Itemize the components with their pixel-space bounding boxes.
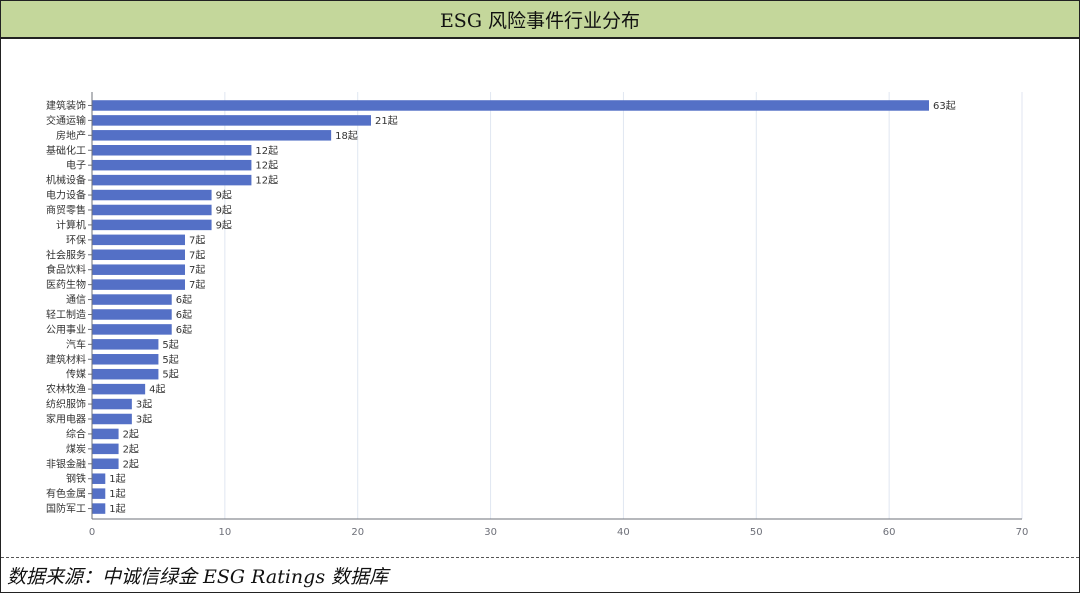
value-label: 2起 [123, 458, 139, 470]
data-source-note: 数据来源：中诚信绿金 ESG Ratings 数据库 [1, 557, 1079, 592]
category-label: 有色金属 [46, 487, 86, 500]
bar [92, 219, 212, 231]
value-label: 3起 [136, 399, 152, 411]
bar [92, 145, 252, 156]
bar [92, 413, 132, 425]
category-label: 房地产 [56, 129, 86, 142]
bar [92, 204, 212, 216]
x-tick-label: 40 [617, 527, 630, 538]
bar [92, 159, 252, 171]
bar [92, 309, 172, 320]
bar [92, 503, 106, 514]
bar [92, 443, 119, 455]
bar [92, 398, 132, 410]
value-label: 5起 [162, 354, 178, 366]
value-label: 1起 [109, 488, 125, 500]
category-label: 非银金融 [46, 457, 86, 470]
category-label: 纺织服饰 [46, 398, 86, 411]
bar [92, 100, 929, 111]
bar [92, 473, 106, 484]
category-label: 建筑装饰 [46, 99, 86, 112]
value-label: 3起 [136, 413, 152, 425]
category-label: 钢铁 [66, 472, 86, 485]
value-label: 12起 [255, 145, 278, 157]
category-label: 医药生物 [46, 278, 86, 291]
category-label: 汽车 [66, 338, 86, 351]
x-tick-label: 60 [883, 527, 896, 538]
value-label: 4起 [149, 384, 165, 396]
bar [92, 189, 212, 201]
category-label: 家用电器 [46, 412, 86, 425]
value-label: 12起 [255, 160, 278, 172]
category-label: 轻工制造 [46, 308, 86, 321]
value-label: 1起 [109, 503, 125, 515]
bar [92, 458, 119, 470]
category-label: 社会服务 [46, 248, 86, 261]
category-label: 综合 [66, 427, 86, 440]
value-label: 9起 [216, 190, 232, 202]
category-label: 商贸零售 [46, 203, 86, 216]
category-label: 食品饮料 [46, 263, 86, 276]
category-label: 传媒 [66, 369, 86, 381]
category-label: 农林牧渔 [46, 383, 86, 396]
bar [92, 339, 159, 350]
value-label: 7起 [189, 249, 205, 261]
category-label: 国防军工 [46, 502, 86, 515]
value-label: 9起 [216, 204, 232, 216]
bar [92, 279, 185, 290]
x-tick-label: 0 [89, 527, 95, 538]
value-label: 63起 [933, 100, 956, 112]
category-label: 公用事业 [46, 323, 86, 336]
bar [92, 383, 146, 395]
category-label: 交通运输 [46, 114, 86, 127]
value-label: 9起 [216, 219, 232, 231]
bar [92, 174, 252, 186]
bar [92, 294, 172, 305]
category-label: 计算机 [56, 218, 86, 231]
value-label: 6起 [176, 294, 192, 306]
bar [92, 115, 371, 126]
value-label: 2起 [123, 443, 139, 455]
x-tick-label: 70 [1016, 527, 1029, 538]
value-label: 7起 [189, 279, 205, 291]
value-label: 21起 [375, 115, 398, 127]
value-label: 2起 [123, 428, 139, 440]
category-label: 煤炭 [66, 442, 86, 455]
category-label: 电力设备 [46, 189, 86, 202]
bar [92, 130, 332, 141]
x-tick-label: 50 [750, 527, 763, 538]
value-label: 7起 [189, 264, 205, 276]
category-label: 基础化工 [46, 144, 86, 157]
value-label: 6起 [176, 324, 192, 336]
chart-title: ESG 风险事件行业分布 [1, 1, 1079, 39]
value-label: 12起 [255, 175, 278, 187]
bar [92, 234, 185, 246]
value-label: 1起 [109, 473, 125, 485]
bar [92, 354, 159, 365]
category-label: 环保 [66, 233, 86, 246]
value-label: 18起 [335, 130, 358, 142]
x-tick-label: 10 [218, 527, 231, 538]
bar [92, 264, 185, 275]
category-label: 通信 [66, 294, 86, 306]
value-label: 5起 [162, 339, 178, 351]
category-label: 建筑材料 [46, 353, 86, 366]
category-label: 机械设备 [46, 174, 86, 187]
bar [92, 249, 185, 261]
x-tick-label: 20 [351, 527, 364, 538]
bar [92, 488, 106, 499]
value-label: 5起 [162, 369, 178, 381]
bar [92, 324, 172, 335]
value-label: 7起 [189, 234, 205, 246]
x-tick-label: 30 [484, 527, 497, 538]
bar [92, 368, 159, 380]
value-label: 6起 [176, 309, 192, 321]
bar [92, 428, 119, 440]
category-label: 电子 [66, 159, 86, 172]
chart-area: 0 10 20 30 40 50 60 70 建筑装饰 63起交通运输 21起房地产 18起基础化工 1… [1, 39, 1079, 557]
